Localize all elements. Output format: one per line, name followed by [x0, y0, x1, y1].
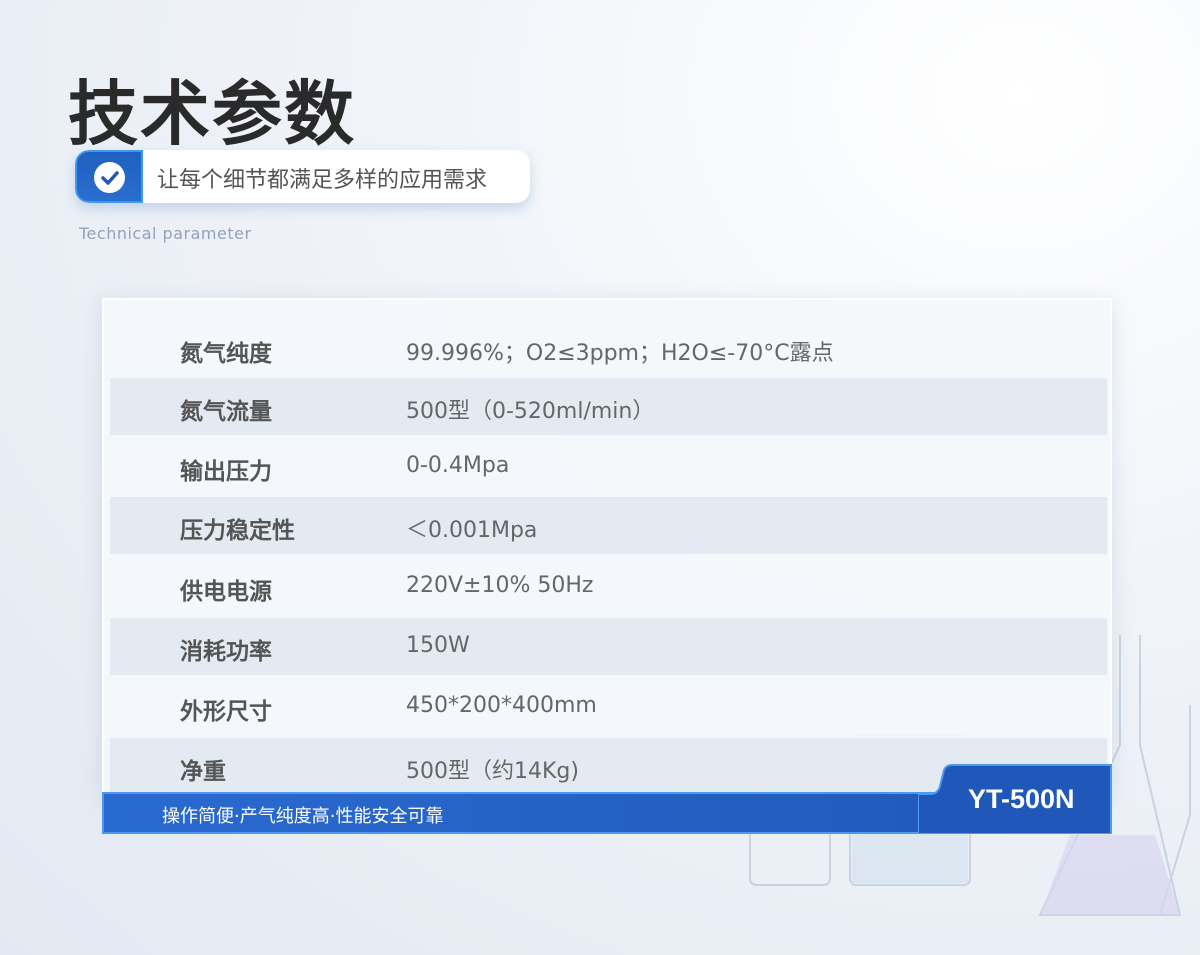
page-title: 技术参数 [68, 72, 356, 155]
spec-label: 供电电源 [180, 579, 272, 605]
spec-value: 500型（约14Kg) [406, 759, 579, 784]
tagline-badge: 让每个细节都满足多样的应用需求 [75, 150, 530, 203]
spec-row: 输出压力 0-0.4Mpa [110, 438, 1107, 495]
spec-value: 99.996%；O2≤3ppm；H2O≤-70°C露点 [406, 341, 834, 366]
spec-label: 外形尺寸 [180, 699, 272, 725]
slogan-text: 操作简便·产气纯度高·性能安全可靠 [162, 806, 444, 827]
spec-row: 消耗功率 150W [110, 618, 1107, 675]
spec-label: 压力稳定性 [180, 518, 295, 544]
spec-row: 供电电源 220V±10% 50Hz [110, 558, 1107, 615]
spec-value: 150W [406, 633, 470, 658]
model-name: YT-500N [968, 784, 1075, 814]
spec-label: 消耗功率 [180, 639, 272, 665]
spec-label: 氮气纯度 [180, 341, 272, 367]
spec-label: 净重 [180, 759, 226, 785]
check-circle-icon [75, 150, 143, 203]
spec-table: 氮气纯度 99.996%；O2≤3ppm；H2O≤-70°C露点 氮气流量 500型… [102, 298, 1112, 798]
spec-value: 0-0.4Mpa [406, 453, 510, 478]
spec-row: 氮气纯度 99.996%；O2≤3ppm；H2O≤-70°C露点 [110, 320, 1107, 377]
spec-label: 输出压力 [180, 459, 272, 485]
subtitle: Technical parameter [79, 224, 252, 243]
spec-row: 氮气流量 500型（0-520ml/min） [110, 378, 1107, 435]
tagline-text: 让每个细节都满足多样的应用需求 [157, 168, 488, 193]
spec-value: 500型（0-520ml/min） [406, 399, 655, 424]
spec-row: 压力稳定性 ＜0.001Mpa [110, 497, 1107, 554]
model-tab [918, 764, 1112, 834]
spec-row: 外形尺寸 450*200*400mm [110, 678, 1107, 735]
spec-value: ＜0.001Mpa [406, 518, 538, 543]
spec-value: 450*200*400mm [406, 693, 597, 718]
spec-value: 220V±10% 50Hz [406, 573, 594, 598]
spec-label: 氮气流量 [180, 399, 272, 425]
